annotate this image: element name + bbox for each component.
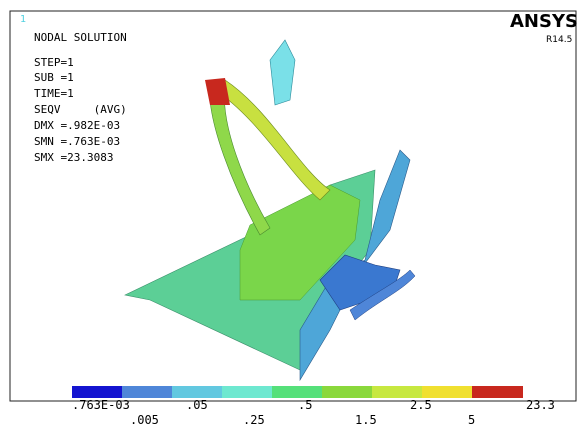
- legend-label: .763E-03: [72, 398, 130, 412]
- info-line: TIME=1: [34, 87, 74, 100]
- frame: [9, 10, 577, 402]
- arm-left: [209, 79, 271, 236]
- tip: [269, 39, 296, 106]
- legend-label: 2.5: [410, 398, 432, 412]
- info-line: SMN =.763E-03: [34, 135, 121, 148]
- info-line: STEP=1: [34, 56, 74, 69]
- legend-label: 23.3: [526, 398, 555, 412]
- brand-version: R14.5: [546, 35, 573, 45]
- legend-bar: [72, 386, 523, 398]
- info-line: NODAL SOLUTION: [34, 31, 127, 44]
- mesh-ring: [319, 254, 401, 311]
- legend-label: .005: [130, 413, 159, 427]
- info-line: SUB =1: [34, 71, 74, 84]
- legend-label: .25: [243, 413, 265, 427]
- info-line: SEQV (AVG): [34, 103, 127, 116]
- brand-name: ANSYS: [510, 11, 578, 32]
- window-number: 1: [20, 14, 27, 25]
- legend-label: .05: [186, 398, 208, 412]
- legend-label: 1.5: [355, 413, 377, 427]
- hotspot: [205, 78, 230, 105]
- strap: [349, 269, 416, 321]
- legend-label: .5: [298, 398, 313, 412]
- info-line: DMX =.982E-03: [34, 119, 121, 132]
- arm-right: [214, 79, 331, 201]
- legend-label: 5: [468, 413, 476, 427]
- info-line: SMX =23.3083: [34, 151, 114, 164]
